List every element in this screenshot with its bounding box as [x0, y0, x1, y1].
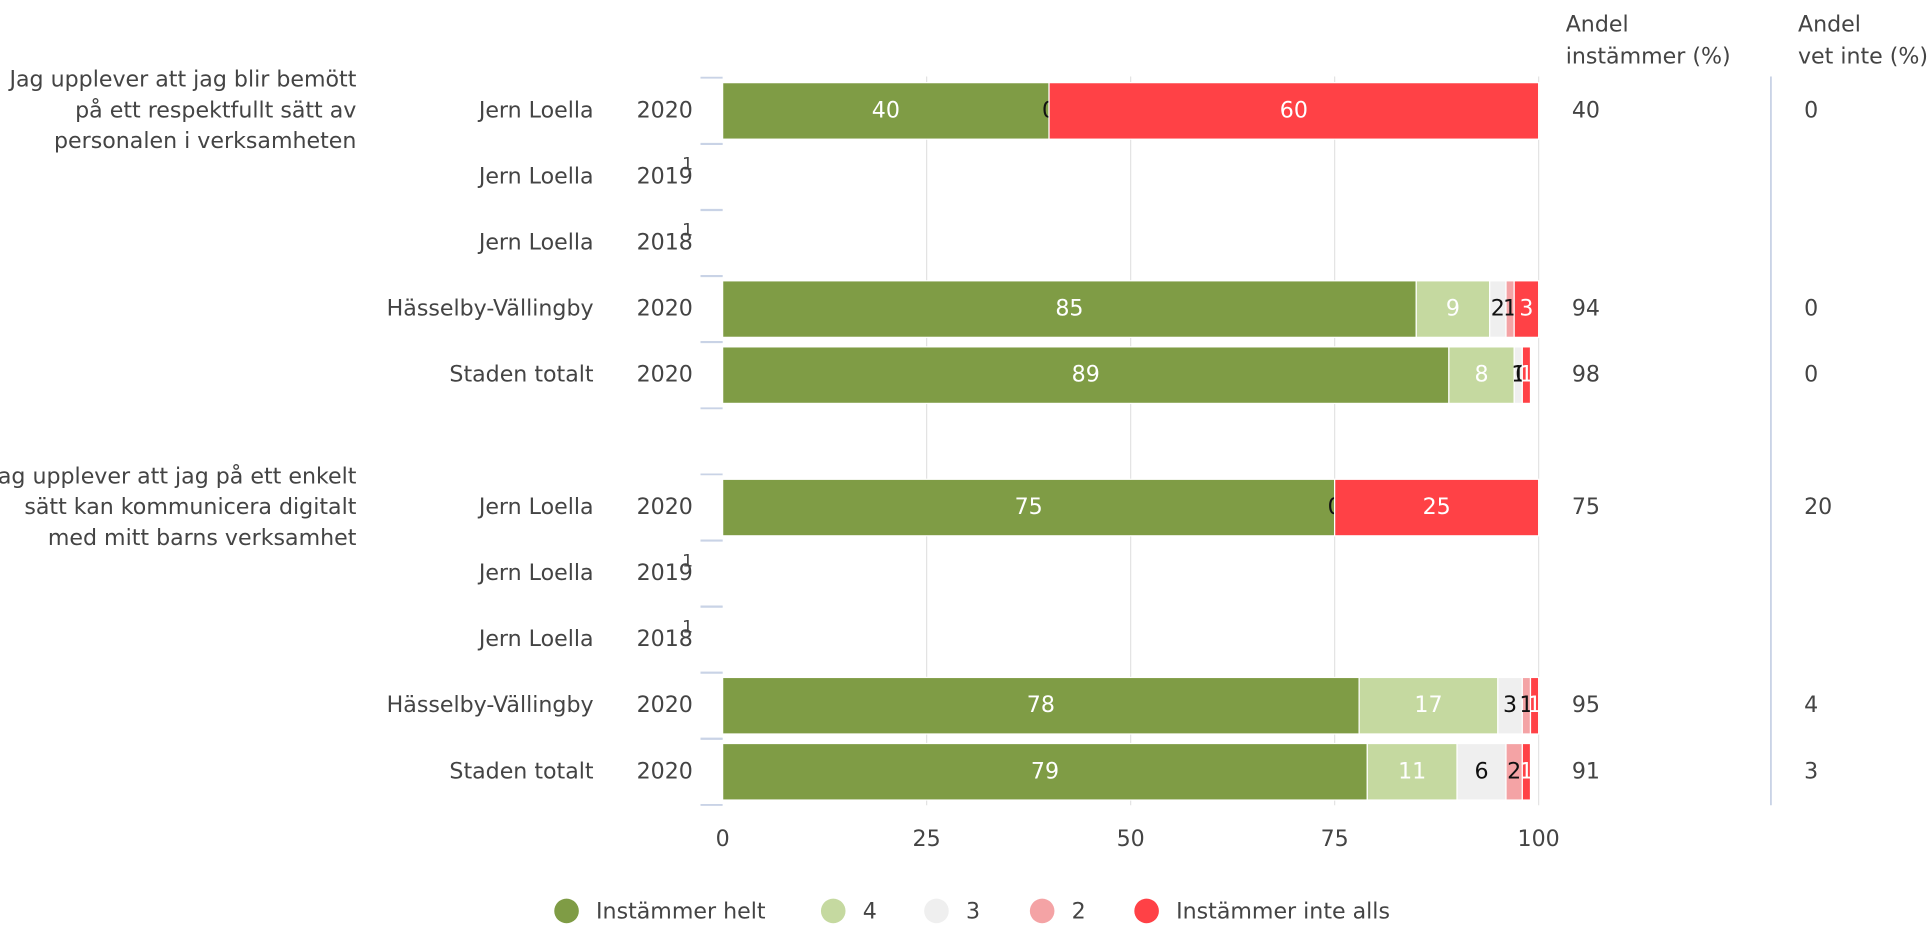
data-label: 3 — [1503, 692, 1517, 718]
bar-segment — [722, 346, 1450, 405]
data-label: 6 — [1474, 758, 1488, 784]
x-tick-label: 100 — [1518, 826, 1560, 852]
column-value: 20 — [1804, 494, 1832, 520]
group-label: med mitt barns verksamhet — [48, 525, 357, 551]
column-value: 3 — [1804, 758, 1818, 784]
category-label: Jern Loella — [477, 626, 594, 652]
bar-segment — [1415, 280, 1491, 338]
group-label: på ett respektfullt sätt av — [75, 95, 356, 123]
data-label: 2 — [1507, 758, 1521, 784]
bar-segment — [722, 280, 1417, 338]
legend-label: 2 — [1072, 899, 1086, 925]
column-header: Andel — [1798, 11, 1861, 37]
year-label: 2019 — [637, 560, 693, 586]
legend-swatch — [1134, 898, 1159, 924]
bar-segment — [1456, 742, 1507, 801]
data-label: 78 — [1027, 692, 1055, 718]
data-label: 40 — [872, 97, 900, 123]
data-label: 25 — [1423, 494, 1451, 520]
x-tick-label: 25 — [913, 826, 941, 852]
legend-label: 3 — [966, 899, 980, 925]
bar-segment — [1366, 742, 1458, 801]
x-tick-label: 50 — [1117, 826, 1145, 852]
column-value: 0 — [1804, 296, 1818, 322]
year-label: 2018 — [637, 230, 693, 256]
column-header: vet inte (%) — [1798, 43, 1927, 69]
data-label: 3 — [1519, 296, 1533, 322]
category-label: Staden totalt — [449, 758, 593, 784]
column-value: 75 — [1572, 494, 1600, 520]
category-label: Jern Loella — [477, 163, 594, 189]
data-label: 2 — [1491, 296, 1505, 322]
data-label: 89 — [1072, 362, 1100, 388]
year-label: 2019 — [637, 163, 693, 189]
bar-segment — [1497, 676, 1523, 735]
data-label: 1 — [1519, 758, 1533, 784]
year-label: 2020 — [637, 296, 693, 322]
column-value: 94 — [1572, 296, 1600, 322]
group-label: Jag upplever att jag på ett enkelt — [0, 461, 357, 489]
data-label: 79 — [1031, 758, 1059, 784]
bar-segment — [1334, 478, 1540, 537]
bar-segment — [722, 478, 1336, 537]
footnote-mark: 1 — [682, 155, 693, 175]
column-value: 40 — [1572, 97, 1600, 123]
legend-swatch — [924, 898, 949, 924]
category-label: Hässelby-Vällingby — [387, 296, 594, 322]
data-label: 9 — [1446, 296, 1460, 322]
column-value: 0 — [1804, 97, 1818, 123]
column-header: Andel — [1566, 11, 1629, 37]
bar-segment — [722, 82, 1050, 140]
x-tick-label: 75 — [1321, 826, 1349, 852]
bar-segment — [722, 676, 1360, 735]
year-label: 2020 — [637, 692, 693, 718]
column-value: 0 — [1804, 362, 1818, 388]
year-label: 2020 — [637, 758, 693, 784]
data-label: 60 — [1280, 97, 1308, 123]
legend-swatch — [820, 898, 846, 924]
column-value: 4 — [1804, 692, 1818, 718]
category-label: Jern Loella — [477, 230, 594, 256]
year-label: 2020 — [637, 97, 693, 123]
bar-segment — [1529, 676, 1540, 735]
year-label: 2020 — [637, 362, 693, 388]
bar-segment — [1513, 280, 1540, 338]
bar-segment — [1358, 676, 1499, 735]
bar-segment — [722, 742, 1368, 801]
data-label: 8 — [1474, 362, 1488, 388]
footnote-mark: 1 — [682, 551, 693, 571]
group-label: Jag upplever att jag blir bemött — [7, 67, 356, 93]
data-label: 85 — [1055, 296, 1083, 322]
bar-segment — [1521, 742, 1532, 801]
footnote-mark: 1 — [682, 221, 693, 241]
column-value: 98 — [1572, 362, 1600, 388]
bar-segment — [1521, 346, 1532, 405]
data-label: 75 — [1015, 494, 1043, 520]
data-label: 1 — [1528, 692, 1542, 718]
legend-swatch — [554, 898, 579, 924]
column-value: 91 — [1572, 758, 1600, 784]
group-label: sätt kan kommunicera digitalt — [24, 494, 356, 520]
legend-label: Instämmer helt — [596, 899, 766, 925]
legend-swatch — [1029, 898, 1055, 924]
category-label: Jern Loella — [477, 494, 594, 520]
category-label: Staden totalt — [449, 362, 593, 388]
footnote-mark: 1 — [682, 617, 693, 637]
bar-segment — [1048, 82, 1540, 140]
legend-label: 4 — [863, 899, 877, 925]
legend-label: Instämmer inte alls — [1176, 899, 1390, 925]
group-label: personalen i verksamheten — [54, 128, 356, 154]
category-label: Jern Loella — [477, 97, 594, 123]
year-label: 2020 — [637, 494, 693, 520]
year-label: 2018 — [637, 626, 693, 652]
column-value: 95 — [1572, 692, 1600, 718]
data-label: 17 — [1414, 692, 1442, 718]
x-tick-label: 0 — [716, 826, 730, 852]
data-label: 11 — [1398, 758, 1426, 784]
data-label: 1 — [1519, 362, 1533, 388]
category-label: Jern Loella — [477, 560, 594, 586]
column-header: instämmer (%) — [1566, 43, 1731, 69]
category-label: Hässelby-Vällingby — [387, 692, 594, 718]
